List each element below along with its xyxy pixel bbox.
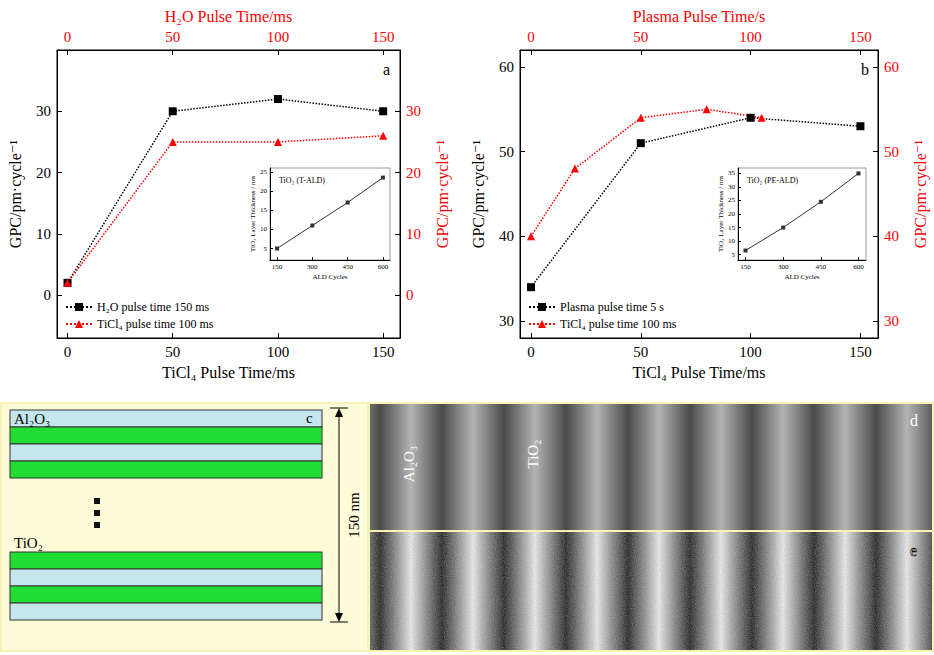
svg-text:TiO₂ Layer Thickness / nm: TiO₂ Layer Thickness / nm: [249, 175, 257, 251]
svg-text:50: 50: [633, 344, 648, 360]
svg-text:10: 10: [728, 237, 736, 245]
svg-text:GPC/pm·cycle⁻¹: GPC/pm·cycle⁻¹: [434, 140, 452, 249]
svg-text:TiO₂: TiO₂: [525, 440, 541, 469]
svg-text:40: 40: [884, 228, 899, 244]
svg-text:50: 50: [633, 29, 648, 45]
svg-text:d: d: [910, 412, 918, 429]
svg-text:150 nm: 150 nm: [346, 492, 362, 538]
svg-text:15: 15: [260, 206, 268, 214]
svg-text:b: b: [861, 61, 869, 78]
svg-text:TiCl₄ pulse time 100 ms: TiCl₄ pulse time 100 ms: [97, 317, 214, 331]
svg-text:Al₂O₃: Al₂O₃: [401, 446, 417, 482]
svg-text:0: 0: [527, 344, 535, 360]
svg-text:100: 100: [267, 29, 290, 45]
svg-text:600: 600: [853, 263, 864, 271]
svg-text:10: 10: [260, 225, 268, 233]
svg-text:5: 5: [264, 245, 268, 253]
svg-text:30: 30: [406, 103, 421, 119]
svg-text:60: 60: [884, 59, 899, 75]
svg-text:15: 15: [728, 224, 736, 232]
svg-text:60: 60: [499, 59, 514, 75]
svg-text:150: 150: [372, 344, 395, 360]
svg-text:20: 20: [728, 210, 736, 218]
svg-text:30: 30: [728, 183, 736, 191]
svg-text:TiO₂: TiO₂: [14, 535, 43, 551]
svg-text:10: 10: [36, 226, 51, 242]
svg-text:30: 30: [884, 313, 899, 329]
svg-text:Plasma pulse time 5 s: Plasma pulse time 5 s: [560, 300, 664, 314]
svg-text:0: 0: [64, 29, 72, 45]
svg-text:150: 150: [849, 29, 872, 45]
svg-text:35: 35: [728, 169, 736, 177]
svg-text:150: 150: [272, 263, 283, 271]
svg-text:0: 0: [64, 344, 72, 360]
svg-text:25: 25: [728, 196, 736, 204]
svg-text:50: 50: [884, 144, 899, 160]
svg-text:450: 450: [816, 263, 827, 271]
svg-text:5: 5: [732, 251, 736, 259]
svg-text:c: c: [306, 410, 313, 426]
svg-text:30: 30: [36, 103, 51, 119]
svg-text:0: 0: [44, 287, 52, 303]
svg-text:300: 300: [307, 263, 318, 271]
svg-text:30: 30: [499, 313, 514, 329]
svg-text:100: 100: [739, 29, 762, 45]
svg-text:TiO₂ (PE-ALD): TiO₂ (PE-ALD): [747, 176, 799, 185]
svg-text:0: 0: [527, 29, 535, 45]
svg-text:10: 10: [406, 226, 421, 242]
svg-text:H₂O Pulse Time/ms: H₂O Pulse Time/ms: [165, 8, 292, 25]
svg-text:50: 50: [165, 344, 180, 360]
svg-text:20: 20: [36, 165, 51, 181]
svg-text:40: 40: [499, 228, 514, 244]
svg-text:GPC/pm·cycle⁻¹: GPC/pm·cycle⁻¹: [470, 140, 488, 249]
svg-text:Al₂O₃: Al₂O₃: [14, 411, 50, 427]
svg-text:TiCl₄ Pulse Time/ms: TiCl₄ Pulse Time/ms: [632, 364, 765, 381]
svg-text:25: 25: [260, 168, 268, 176]
svg-text:0: 0: [406, 287, 414, 303]
svg-text:Plasma Pulse Time/s: Plasma Pulse Time/s: [633, 8, 765, 25]
svg-text:50: 50: [499, 144, 514, 160]
svg-text:150: 150: [740, 263, 751, 271]
svg-text:TiCl₄ Pulse Time/ms: TiCl₄ Pulse Time/ms: [162, 364, 295, 381]
svg-text:150: 150: [372, 29, 395, 45]
svg-text:100: 100: [739, 344, 762, 360]
svg-text:600: 600: [378, 263, 389, 271]
svg-text:100: 100: [267, 344, 290, 360]
svg-text:a: a: [383, 61, 390, 78]
svg-text:150: 150: [849, 344, 872, 360]
svg-text:GPC/pm·cycle⁻¹: GPC/pm·cycle⁻¹: [912, 140, 930, 249]
svg-text:300: 300: [778, 263, 789, 271]
svg-text:TiCl₄ pulse time 100 ms: TiCl₄ pulse time 100 ms: [560, 317, 677, 331]
svg-text:50: 50: [165, 29, 180, 45]
svg-text:ALD Cycles: ALD Cycles: [784, 273, 819, 281]
svg-text:20: 20: [406, 165, 421, 181]
svg-text:TiO₂ (T-ALD): TiO₂ (T-ALD): [279, 176, 325, 185]
svg-text:ALD Cycles: ALD Cycles: [312, 273, 347, 281]
svg-text:e: e: [910, 542, 917, 559]
svg-text:TiO₂ Layer Thickness / nm: TiO₂ Layer Thickness / nm: [717, 175, 725, 251]
svg-text:450: 450: [342, 263, 353, 271]
svg-text:GPC/pm·cycle⁻¹: GPC/pm·cycle⁻¹: [7, 140, 25, 249]
svg-text:H₂O pulse time 150 ms: H₂O pulse time 150 ms: [97, 300, 210, 314]
svg-text:20: 20: [260, 187, 268, 195]
